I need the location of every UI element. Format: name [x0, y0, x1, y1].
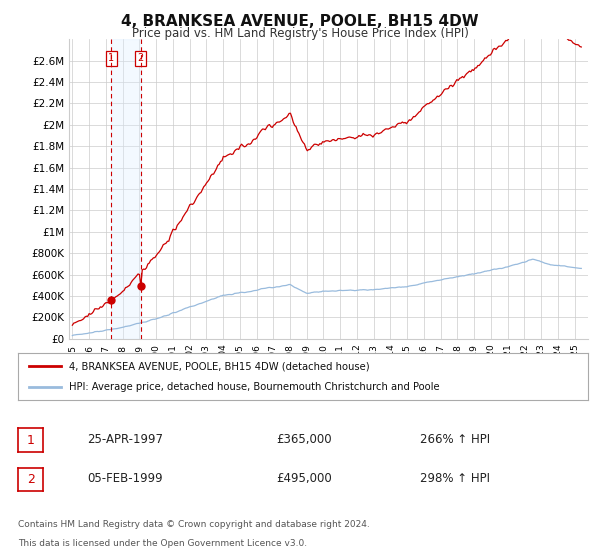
Text: 2: 2	[26, 473, 35, 486]
Text: Price paid vs. HM Land Registry's House Price Index (HPI): Price paid vs. HM Land Registry's House …	[131, 27, 469, 40]
Text: 266% ↑ HPI: 266% ↑ HPI	[420, 433, 490, 446]
Text: HPI: Average price, detached house, Bournemouth Christchurch and Poole: HPI: Average price, detached house, Bour…	[70, 382, 440, 392]
Text: Contains HM Land Registry data © Crown copyright and database right 2024.: Contains HM Land Registry data © Crown c…	[18, 520, 370, 529]
Text: 298% ↑ HPI: 298% ↑ HPI	[420, 472, 490, 486]
Text: 25-APR-1997: 25-APR-1997	[87, 433, 163, 446]
Text: £495,000: £495,000	[276, 472, 332, 486]
Text: 2: 2	[137, 53, 144, 63]
Text: 05-FEB-1999: 05-FEB-1999	[87, 472, 163, 486]
Text: This data is licensed under the Open Government Licence v3.0.: This data is licensed under the Open Gov…	[18, 539, 307, 548]
Text: £365,000: £365,000	[276, 433, 332, 446]
Text: 4, BRANKSEA AVENUE, POOLE, BH15 4DW: 4, BRANKSEA AVENUE, POOLE, BH15 4DW	[121, 14, 479, 29]
Text: 1: 1	[26, 433, 35, 447]
Text: 1: 1	[108, 53, 114, 63]
Bar	[111, 39, 141, 339]
Text: 4, BRANKSEA AVENUE, POOLE, BH15 4DW (detached house): 4, BRANKSEA AVENUE, POOLE, BH15 4DW (det…	[70, 361, 370, 371]
